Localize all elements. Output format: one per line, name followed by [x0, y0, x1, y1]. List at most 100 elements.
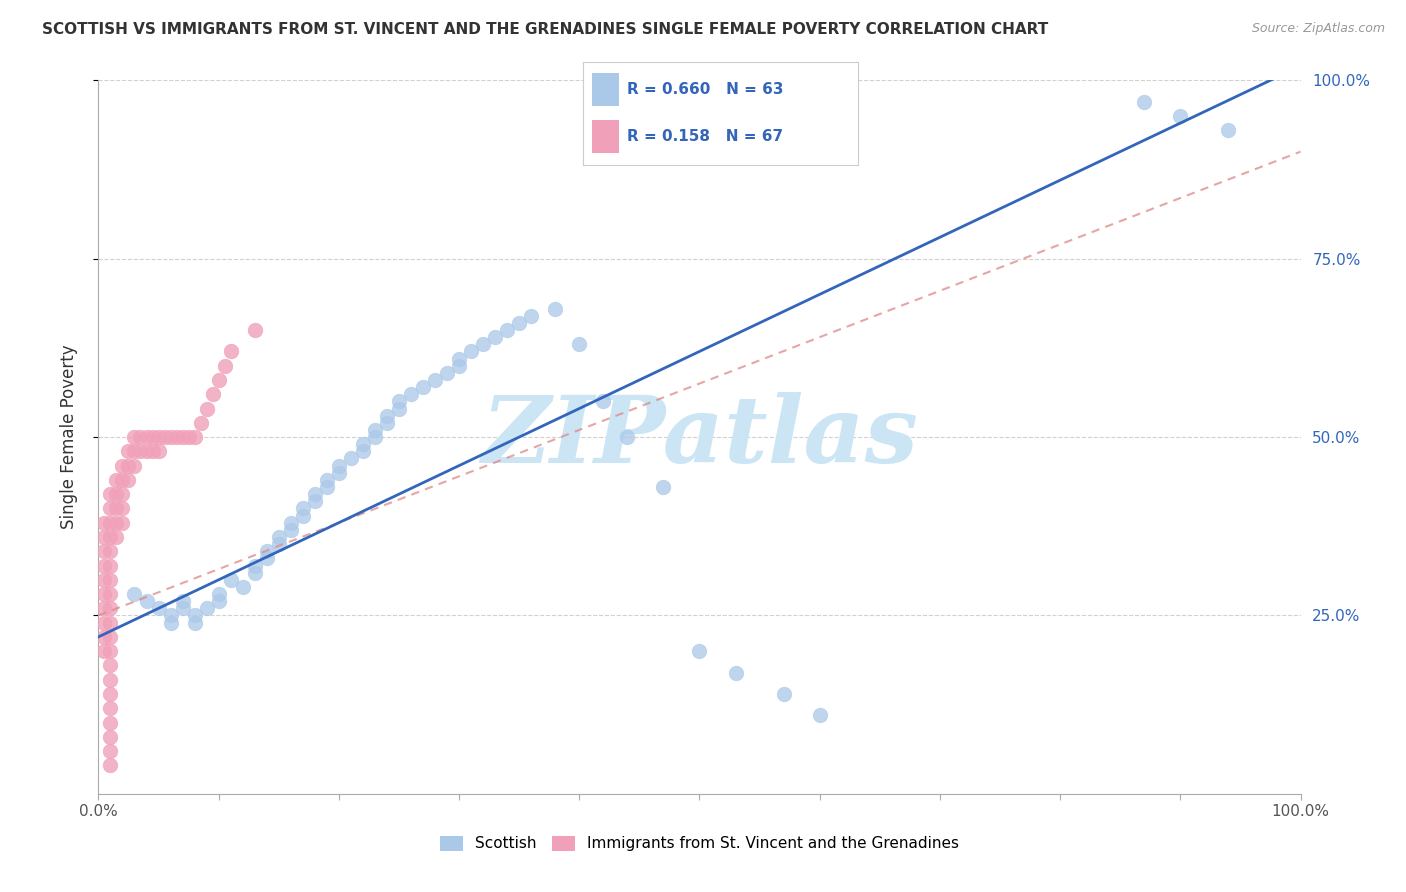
- Point: [1170, 109, 1192, 123]
- Point: [214, 359, 236, 373]
- Point: [520, 309, 543, 323]
- Point: [201, 387, 224, 401]
- Point: [100, 730, 122, 744]
- Point: [436, 366, 458, 380]
- Point: [172, 601, 194, 615]
- Point: [93, 601, 115, 615]
- Point: [148, 444, 170, 458]
- Point: [159, 430, 181, 444]
- Point: [195, 601, 218, 615]
- Point: [100, 715, 122, 730]
- Point: [111, 458, 134, 473]
- Point: [423, 373, 446, 387]
- Point: [135, 444, 157, 458]
- Point: [124, 587, 146, 601]
- Point: [364, 423, 387, 437]
- Point: [772, 687, 794, 701]
- Point: [484, 330, 506, 344]
- Point: [93, 587, 115, 601]
- Point: [412, 380, 434, 394]
- Point: [1133, 95, 1156, 109]
- Point: [689, 644, 711, 658]
- Point: [105, 501, 128, 516]
- Y-axis label: Single Female Poverty: Single Female Poverty: [59, 345, 77, 529]
- Point: [100, 615, 122, 630]
- Point: [328, 466, 350, 480]
- Point: [352, 444, 374, 458]
- Point: [105, 516, 128, 530]
- Point: [364, 430, 387, 444]
- Point: [219, 344, 242, 359]
- Point: [243, 566, 266, 580]
- Point: [100, 558, 122, 573]
- Point: [267, 537, 290, 551]
- Point: [159, 615, 181, 630]
- Point: [100, 673, 122, 687]
- Point: [388, 394, 411, 409]
- Point: [304, 487, 326, 501]
- Point: [93, 615, 115, 630]
- Point: [100, 644, 122, 658]
- Point: [472, 337, 495, 351]
- Point: [172, 430, 194, 444]
- Point: [616, 430, 638, 444]
- Bar: [592, 73, 619, 105]
- Point: [100, 701, 122, 715]
- Point: [124, 458, 146, 473]
- Point: [135, 594, 157, 608]
- Point: [447, 351, 470, 366]
- Point: [208, 594, 231, 608]
- Point: [111, 516, 134, 530]
- Point: [100, 573, 122, 587]
- Point: [267, 530, 290, 544]
- Point: [291, 501, 314, 516]
- Point: [141, 444, 163, 458]
- Point: [100, 516, 122, 530]
- Text: Source: ZipAtlas.com: Source: ZipAtlas.com: [1251, 22, 1385, 36]
- Bar: [592, 120, 619, 153]
- Point: [447, 359, 470, 373]
- Point: [652, 480, 675, 494]
- Point: [117, 473, 139, 487]
- Point: [544, 301, 567, 316]
- Point: [100, 687, 122, 701]
- Point: [117, 458, 139, 473]
- Point: [100, 501, 122, 516]
- Point: [100, 530, 122, 544]
- Point: [105, 487, 128, 501]
- Point: [153, 430, 176, 444]
- Point: [159, 608, 181, 623]
- Point: [183, 430, 205, 444]
- Text: ZIPatlas: ZIPatlas: [481, 392, 918, 482]
- Point: [375, 416, 398, 430]
- Point: [315, 473, 337, 487]
- Point: [808, 708, 831, 723]
- Point: [340, 451, 363, 466]
- Point: [141, 430, 163, 444]
- Point: [592, 394, 614, 409]
- Point: [105, 530, 128, 544]
- Point: [388, 401, 411, 416]
- Point: [93, 644, 115, 658]
- Point: [291, 508, 314, 523]
- Legend: Scottish, Immigrants from St. Vincent and the Grenadines: Scottish, Immigrants from St. Vincent an…: [434, 830, 965, 857]
- Point: [243, 558, 266, 573]
- Point: [105, 473, 128, 487]
- Point: [280, 516, 302, 530]
- Point: [232, 580, 254, 594]
- Point: [100, 544, 122, 558]
- Point: [304, 494, 326, 508]
- Point: [724, 665, 747, 680]
- Point: [208, 373, 231, 387]
- Point: [100, 744, 122, 758]
- Point: [93, 573, 115, 587]
- Point: [93, 544, 115, 558]
- Point: [166, 430, 188, 444]
- Point: [93, 516, 115, 530]
- Point: [129, 444, 152, 458]
- Point: [100, 487, 122, 501]
- Point: [183, 615, 205, 630]
- Point: [195, 401, 218, 416]
- Point: [100, 658, 122, 673]
- Point: [508, 316, 530, 330]
